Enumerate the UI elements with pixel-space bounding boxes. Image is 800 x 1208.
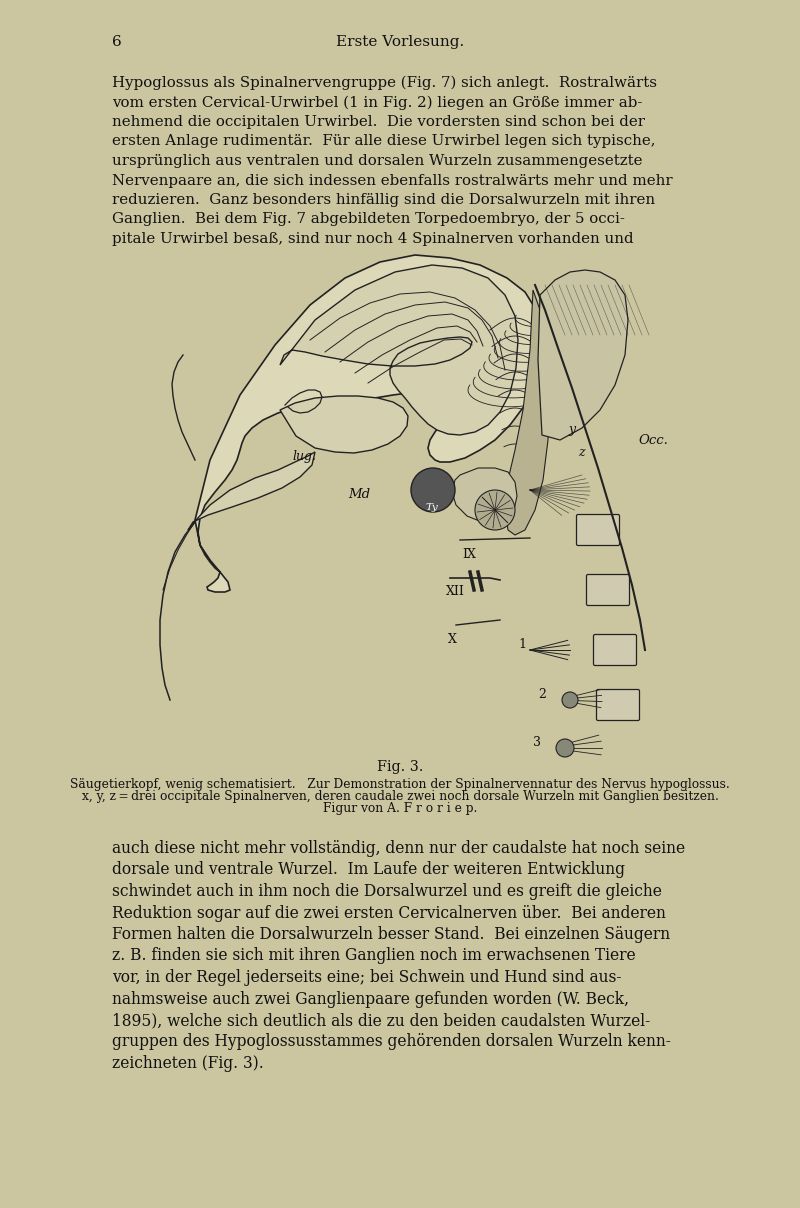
- Text: Reduktion sogar auf die zwei ersten Cervicalnerven über.  Bei anderen: Reduktion sogar auf die zwei ersten Cerv…: [112, 905, 666, 922]
- Text: dorsale und ventrale Wurzel.  Im Laufe der weiteren Entwicklung: dorsale und ventrale Wurzel. Im Laufe de…: [112, 861, 625, 878]
- Text: Nervenpaare an, die sich indessen ebenfalls rostralwärts mehr und mehr: Nervenpaare an, die sich indessen ebenfa…: [112, 174, 673, 187]
- Text: zeichneten (Fig. 3).: zeichneten (Fig. 3).: [112, 1055, 264, 1071]
- Text: IX: IX: [462, 548, 476, 561]
- PathPatch shape: [280, 396, 408, 453]
- Text: Occ.: Occ.: [638, 434, 668, 447]
- PathPatch shape: [505, 290, 550, 535]
- Text: vom ersten Cervical-Urwirbel (1 in Fig. 2) liegen an Größe immer ab-: vom ersten Cervical-Urwirbel (1 in Fig. …: [112, 95, 642, 110]
- FancyBboxPatch shape: [577, 515, 619, 546]
- PathPatch shape: [538, 271, 628, 440]
- Text: 1: 1: [518, 639, 526, 651]
- Text: Figur von A. F r o r i e p.: Figur von A. F r o r i e p.: [323, 802, 477, 815]
- Text: z. B. finden sie sich mit ihren Ganglien noch im erwachsenen Tiere: z. B. finden sie sich mit ihren Ganglien…: [112, 947, 636, 964]
- Circle shape: [475, 490, 515, 530]
- FancyBboxPatch shape: [594, 634, 637, 666]
- PathPatch shape: [280, 265, 518, 435]
- Text: X: X: [447, 633, 457, 646]
- FancyBboxPatch shape: [597, 690, 639, 720]
- Circle shape: [411, 467, 455, 512]
- PathPatch shape: [188, 452, 315, 530]
- Text: gruppen des Hypoglossusstammes gehörenden dorsalen Wurzeln kenn-: gruppen des Hypoglossusstammes gehörende…: [112, 1034, 671, 1051]
- Text: y: y: [568, 424, 575, 436]
- Text: vor, in der Regel jederseits eine; bei Schwein und Hund sind aus-: vor, in der Regel jederseits eine; bei S…: [112, 969, 622, 986]
- PathPatch shape: [195, 255, 540, 592]
- Text: Hypoglossus als Spinalnervengruppe (Fig. 7) sich anlegt.  Rostralwärts: Hypoglossus als Spinalnervengruppe (Fig.…: [112, 76, 657, 91]
- Text: Erste Vorlesung.: Erste Vorlesung.: [336, 35, 464, 50]
- Text: lug.: lug.: [292, 451, 316, 463]
- Text: Formen halten die Dorsalwurzeln besser Stand.  Bei einzelnen Säugern: Formen halten die Dorsalwurzeln besser S…: [112, 927, 670, 943]
- Text: nehmend die occipitalen Urwirbel.  Die vordersten sind schon bei der: nehmend die occipitalen Urwirbel. Die vo…: [112, 115, 645, 129]
- Text: Ty: Ty: [426, 504, 438, 512]
- Text: schwindet auch in ihm noch die Dorsalwurzel und es greift die gleiche: schwindet auch in ihm noch die Dorsalwur…: [112, 883, 662, 900]
- Text: nahmsweise auch zwei Ganglienpaare gefunden worden (W. Beck,: nahmsweise auch zwei Ganglienpaare gefun…: [112, 991, 629, 1007]
- Text: Fig. 3.: Fig. 3.: [377, 760, 423, 774]
- Text: auch diese nicht mehr vollständig, denn nur der caudalste hat noch seine: auch diese nicht mehr vollständig, denn …: [112, 840, 685, 856]
- Text: ursprünglich aus ventralen und dorsalen Wurzeln zusammengesetzte: ursprünglich aus ventralen und dorsalen …: [112, 153, 642, 168]
- Text: ersten Anlage rudimentär.  Für alle diese Urwirbel legen sich typische,: ersten Anlage rudimentär. Für alle diese…: [112, 134, 655, 149]
- PathPatch shape: [452, 467, 517, 524]
- Circle shape: [562, 692, 578, 708]
- Text: Säugetierkopf, wenig schematisiert.   Zur Demonstration der Spinalnervennatur de: Säugetierkopf, wenig schematisiert. Zur …: [70, 778, 730, 791]
- Text: x, y, z = drei occipitale Spinalnerven, deren caudale zwei noch dorsale Wurzeln : x, y, z = drei occipitale Spinalnerven, …: [82, 790, 718, 803]
- Text: Ganglien.  Bei dem Fig. 7 abgebildeten Torpedoembryo, der 5 occi-: Ganglien. Bei dem Fig. 7 abgebildeten To…: [112, 213, 625, 227]
- Circle shape: [556, 739, 574, 757]
- Text: XII: XII: [446, 585, 465, 598]
- Text: reduzieren.  Ganz besonders hinfällig sind die Dorsalwurzeln mit ihren: reduzieren. Ganz besonders hinfällig sin…: [112, 193, 655, 207]
- Text: 1895), welche sich deutlich als die zu den beiden caudalsten Wurzel-: 1895), welche sich deutlich als die zu d…: [112, 1012, 650, 1029]
- Text: Md: Md: [348, 488, 370, 501]
- Text: 2: 2: [538, 689, 546, 702]
- Text: z: z: [578, 446, 585, 459]
- FancyBboxPatch shape: [586, 575, 630, 605]
- Text: 3: 3: [533, 736, 541, 749]
- Text: pitale Urwirbel besaß, sind nur noch 4 Spinalnerven vorhanden und: pitale Urwirbel besaß, sind nur noch 4 S…: [112, 232, 634, 246]
- Text: 6: 6: [112, 35, 122, 50]
